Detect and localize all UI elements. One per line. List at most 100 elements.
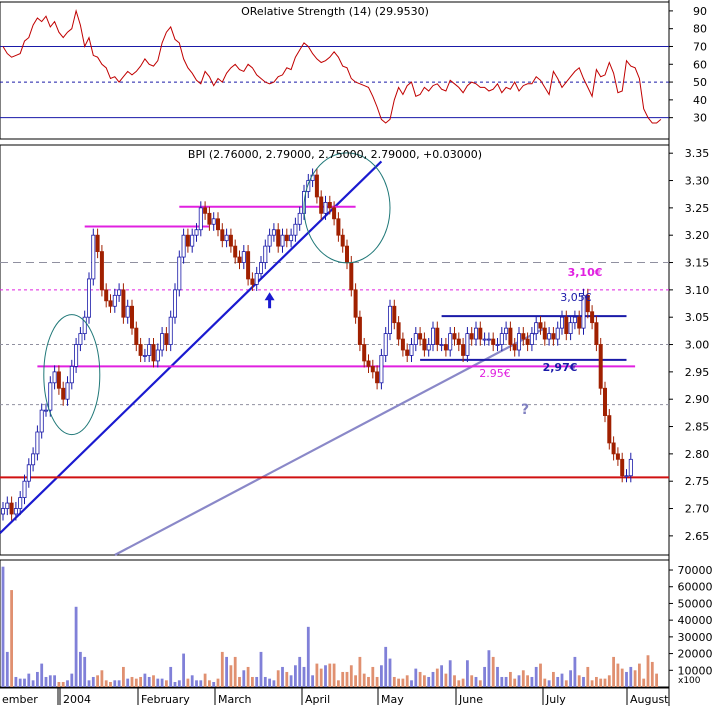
candle-body xyxy=(284,234,289,242)
volume-bar xyxy=(302,666,306,687)
candle-body xyxy=(370,365,375,373)
volume-bar xyxy=(513,678,517,687)
volume-bar xyxy=(216,678,220,687)
candle-body xyxy=(560,316,565,329)
volume-bar xyxy=(259,651,263,687)
volume-bar xyxy=(440,665,443,687)
x-tick-label: ember xyxy=(2,693,38,706)
volume-tick-label: 20000 xyxy=(678,648,713,661)
volume-bar xyxy=(100,670,104,687)
candle-body xyxy=(177,256,182,291)
volume-bar xyxy=(225,656,228,687)
candle-body xyxy=(482,338,487,341)
candle-body xyxy=(172,289,177,318)
price-tick-label: 3.25 xyxy=(685,202,710,215)
volume-bar xyxy=(633,670,637,687)
candle-body xyxy=(26,464,31,482)
volume-bar xyxy=(83,656,87,687)
candle-body xyxy=(366,360,371,367)
candle-body xyxy=(233,245,238,258)
candle-body xyxy=(241,251,246,263)
volume-bar xyxy=(341,671,345,687)
volume-bar xyxy=(1,566,5,687)
candle-body xyxy=(211,218,216,225)
candle-body xyxy=(508,327,513,345)
volume-bar xyxy=(435,668,439,687)
candle-body xyxy=(439,344,444,346)
candle-body xyxy=(65,382,70,400)
volume-bar xyxy=(147,676,151,687)
volume-bar xyxy=(478,680,482,687)
volume-bar xyxy=(461,678,465,687)
candle-body xyxy=(456,338,461,345)
volume-bar xyxy=(109,681,112,687)
volume-bar xyxy=(573,656,577,687)
candle-body xyxy=(18,497,23,509)
volume-bar xyxy=(203,673,207,687)
candle-body xyxy=(400,338,405,351)
volume-bar xyxy=(547,680,551,687)
candle-body xyxy=(327,201,332,209)
volume-bar xyxy=(418,671,422,687)
candle-body xyxy=(396,322,401,340)
candle-body xyxy=(108,300,113,307)
candle-body xyxy=(499,333,504,345)
candle-body xyxy=(435,327,440,345)
volume-bar xyxy=(74,606,78,687)
candle-body xyxy=(461,344,466,356)
candle-body xyxy=(293,223,298,236)
volume-bar xyxy=(534,666,538,687)
x-tick-label: May xyxy=(381,693,404,706)
candle-body xyxy=(392,305,397,324)
volume-bar xyxy=(595,676,598,687)
candle-body xyxy=(82,316,87,335)
volume-bar xyxy=(521,670,525,687)
volume-bar xyxy=(229,665,233,687)
x-tick-label: April xyxy=(305,693,330,706)
candle-body xyxy=(521,333,526,340)
price-tick-label: 2.85 xyxy=(685,421,710,434)
price-tick-label: 2.90 xyxy=(685,393,710,406)
volume-bar xyxy=(143,673,147,687)
volume-bar xyxy=(5,651,9,687)
volume-bar xyxy=(560,673,564,687)
volume-bar xyxy=(31,680,35,687)
candle-body xyxy=(525,338,530,345)
candle-body xyxy=(340,234,345,247)
volume-bar xyxy=(79,651,82,687)
volume-bar xyxy=(152,675,155,687)
candle-body xyxy=(52,371,57,384)
volume-bar xyxy=(655,673,658,687)
price-tick-label: 2.80 xyxy=(685,448,710,461)
candle-body xyxy=(603,387,608,416)
candle-body xyxy=(413,333,418,345)
price-tick-label: 3.20 xyxy=(685,229,710,242)
volume-bar xyxy=(457,680,461,687)
volume-bar xyxy=(263,676,267,687)
volume-bar xyxy=(268,678,271,687)
candle-body xyxy=(190,234,195,247)
candle-body xyxy=(314,174,319,198)
volume-bar xyxy=(212,681,216,687)
x-tick-label: February xyxy=(141,693,190,706)
candle-body xyxy=(405,349,410,356)
volume-unit-label: x100 xyxy=(678,676,701,686)
volume-bar xyxy=(552,671,555,687)
volume-bar xyxy=(388,658,392,687)
volume-bar xyxy=(186,678,190,687)
volume-bar xyxy=(220,651,224,687)
volume-bar xyxy=(315,663,319,687)
candle-body xyxy=(529,333,534,345)
volume-bar xyxy=(18,678,22,687)
volume-bar xyxy=(354,675,357,687)
candle-body xyxy=(254,273,259,285)
annotation-2-97: 2,97€ xyxy=(543,361,578,374)
volume-bar xyxy=(44,676,48,687)
candle-body xyxy=(35,431,40,455)
candle-body xyxy=(104,289,109,302)
volume-bar xyxy=(496,666,499,687)
volume-bar xyxy=(160,678,164,687)
candle-body xyxy=(611,442,616,455)
volume-bar xyxy=(199,680,203,687)
volume-bar xyxy=(165,680,168,687)
